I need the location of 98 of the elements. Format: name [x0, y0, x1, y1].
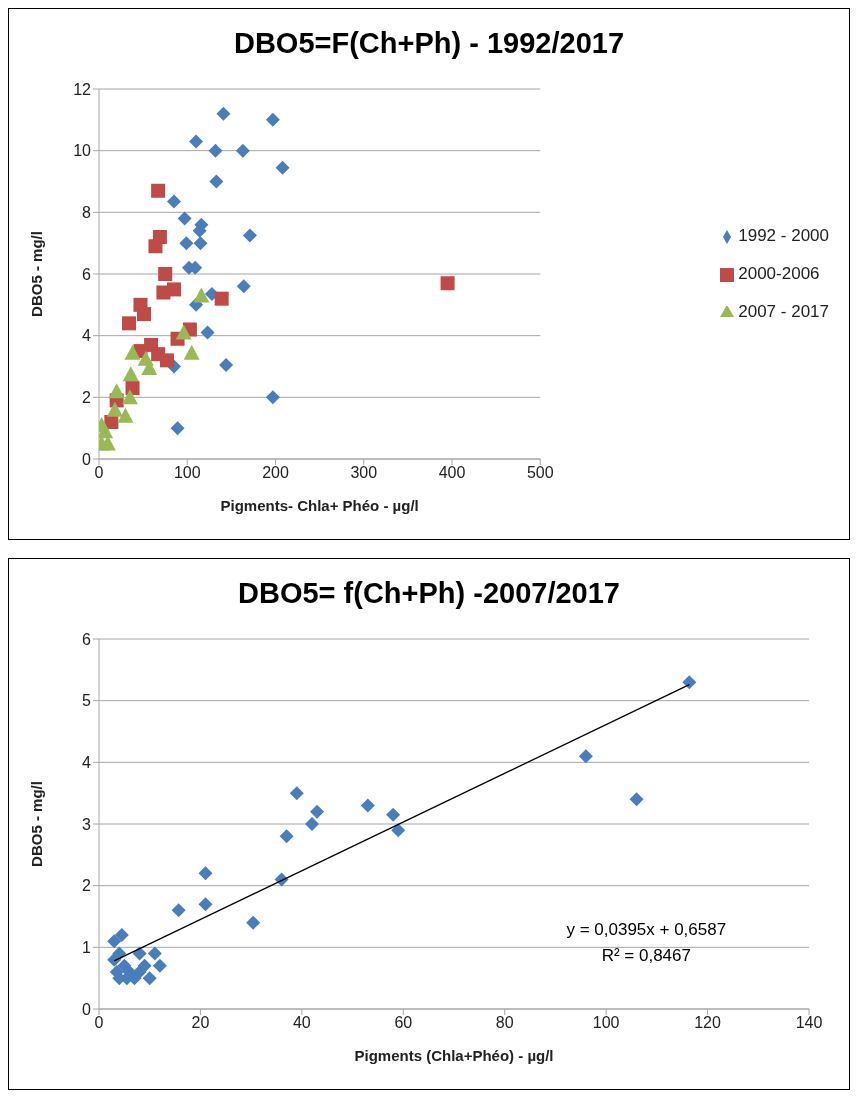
y-tick-label: 12 [73, 80, 92, 98]
point [265, 112, 280, 127]
y-tick-label: 6 [82, 265, 92, 283]
point [214, 291, 229, 306]
point [122, 366, 139, 382]
chart-title: DBO5= f(Ch+Ph) -2007/2017 [237, 577, 621, 610]
point [360, 798, 375, 813]
x-tick-label: 0 [94, 464, 104, 482]
point [629, 792, 644, 807]
x-tick-label: 400 [438, 464, 466, 482]
y-axis-title: DBO5 - mg/l [28, 781, 46, 867]
point [216, 106, 231, 121]
point [386, 807, 401, 822]
x-axis-title: Pigments (Chla+Phéo) - µg/l [354, 1047, 554, 1064]
point [99, 423, 114, 439]
x-tick-label: 60 [394, 1014, 413, 1032]
point [175, 324, 192, 340]
point [152, 958, 167, 973]
annotation: R² = 0,8467 [600, 944, 692, 967]
y-tick-label: 5 [82, 692, 92, 710]
x-tick-label: 100 [173, 464, 201, 482]
x-axis-title: Pigments- Chla+ Phéo - µg/l [220, 497, 419, 514]
point [193, 236, 208, 251]
point [310, 804, 325, 819]
y-tick-label: 2 [82, 389, 92, 407]
chart-title: DBO5=F(Ch+Ph) - 1992/2017 [232, 27, 625, 60]
y-tick-label: 8 [82, 204, 92, 222]
point [137, 307, 152, 322]
point [682, 675, 697, 690]
point [193, 287, 210, 303]
y-tick-label: 4 [82, 754, 92, 772]
point [177, 211, 192, 226]
x-tick-label: 300 [350, 464, 378, 482]
point [114, 928, 129, 942]
legend-label: 2000-2006 [738, 264, 820, 283]
point [125, 381, 140, 396]
point [578, 749, 593, 764]
point [219, 357, 234, 372]
point [171, 903, 186, 918]
point [107, 934, 122, 949]
y-tick-label: 0 [82, 450, 92, 468]
point [209, 174, 224, 189]
x-tick-label: 40 [292, 1014, 311, 1032]
point [265, 390, 280, 405]
point [137, 958, 152, 973]
point [122, 316, 137, 331]
point [279, 829, 294, 844]
point [159, 353, 174, 368]
point [117, 407, 134, 423]
x-tick-label: 140 [795, 1014, 823, 1032]
point [200, 325, 215, 340]
y-tick-label: 10 [73, 142, 92, 160]
point [158, 267, 173, 281]
point [246, 915, 261, 930]
point [179, 236, 194, 251]
point [208, 143, 223, 158]
x-tick-label: 20 [191, 1014, 210, 1032]
point [189, 134, 204, 149]
point [235, 143, 250, 158]
point [289, 786, 304, 801]
point [142, 971, 157, 986]
point [121, 389, 138, 405]
x-tick-label: 200 [262, 464, 289, 482]
point [440, 276, 455, 291]
y-tick-label: 6 [82, 630, 92, 648]
legend-label: 1992 - 2000 [738, 226, 829, 245]
point [391, 823, 406, 838]
point [106, 401, 123, 417]
point [108, 383, 125, 399]
y-axis-title: DBO5 - mg/l [28, 231, 46, 317]
x-tick-label: 100 [592, 1014, 620, 1032]
point [148, 239, 163, 254]
point [151, 183, 166, 198]
x-tick-label: 80 [495, 1014, 514, 1032]
x-tick-label: 500 [526, 464, 554, 482]
annotation: y = 0,0395x + 0,6587 [565, 918, 728, 941]
point [147, 946, 162, 961]
point [112, 946, 127, 961]
legend-label: 2007 - 2017 [738, 302, 829, 321]
y-tick-label: 2 [82, 877, 92, 895]
x-tick-label: 120 [694, 1014, 722, 1032]
point [170, 421, 185, 436]
y-tick-label: 1 [82, 939, 92, 957]
y-tick-label: 4 [82, 327, 92, 345]
point [198, 866, 213, 881]
point [236, 279, 251, 294]
point [242, 228, 257, 243]
x-tick-label: 0 [94, 1014, 104, 1032]
y-tick-label: 3 [82, 815, 92, 833]
point [183, 344, 200, 360]
point [305, 817, 319, 831]
point [167, 282, 182, 297]
point [132, 946, 147, 961]
point [275, 160, 290, 175]
point [198, 897, 213, 912]
point [167, 194, 182, 209]
y-tick-label: 0 [82, 1000, 92, 1018]
point [124, 344, 141, 360]
